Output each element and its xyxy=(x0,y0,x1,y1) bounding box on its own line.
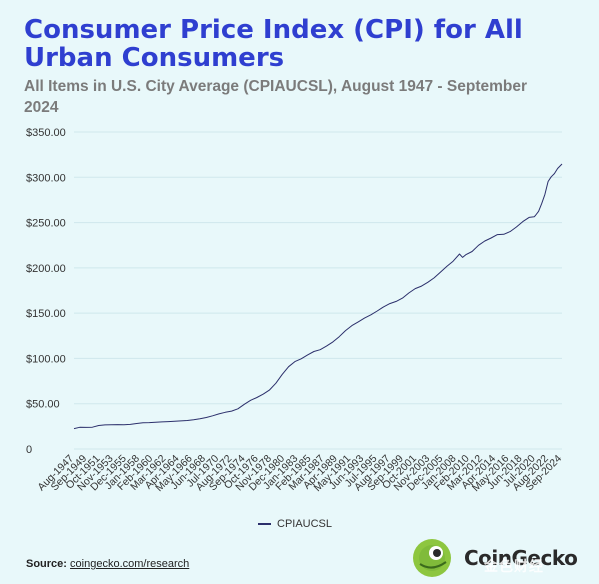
y-tick-label: $200.00 xyxy=(26,263,66,275)
source-label: Source: xyxy=(26,558,67,570)
series-layer xyxy=(73,163,563,430)
y-tick-label: $100.00 xyxy=(26,353,66,365)
y-tick-label: $50.00 xyxy=(26,399,60,411)
cpi-line-chart: 0 $50.00 $100.00 $150.00 $200.00 $250.00 $300.… xyxy=(26,127,564,495)
legend-label-cpiaucsl: CPIAUCSL xyxy=(277,518,333,530)
y-axis-ticks: 0 $50.00 $100.00 $150.00 $200.00 $250.00 $300.… xyxy=(26,127,66,456)
chart-subtitle: All Items in U.S. City Average (CPIAUCSL… xyxy=(24,78,528,116)
y-tick-label: 0 xyxy=(26,444,32,456)
legend-swatch-cpiaucsl xyxy=(258,523,271,525)
series-line-cpiaucsl xyxy=(73,163,563,430)
gridlines xyxy=(74,131,562,450)
y-tick-label: $300.00 xyxy=(26,172,66,184)
y-tick-label: $150.00 xyxy=(26,308,66,320)
y-tick-label: $350.00 xyxy=(26,127,66,139)
logo-text: CoinGecko xyxy=(464,546,578,570)
watermark-text: 金色财经 xyxy=(484,558,544,574)
source-link[interactable]: coingecko.com/research xyxy=(70,558,190,570)
legend: CPIAUCSL xyxy=(258,518,332,530)
y-tick-label: $250.00 xyxy=(26,218,66,230)
chart-title: Consumer Price Index (CPI) for All Urban… xyxy=(24,15,523,73)
coingecko-logo: CoinGecko xyxy=(412,538,578,578)
x-axis-ticks: Aug-1947Sep-1949Oct-1951Nov-1953Dec-1955… xyxy=(35,453,564,495)
source-note: Source: coingecko.com/research xyxy=(26,558,189,570)
gecko-icon xyxy=(413,539,451,577)
